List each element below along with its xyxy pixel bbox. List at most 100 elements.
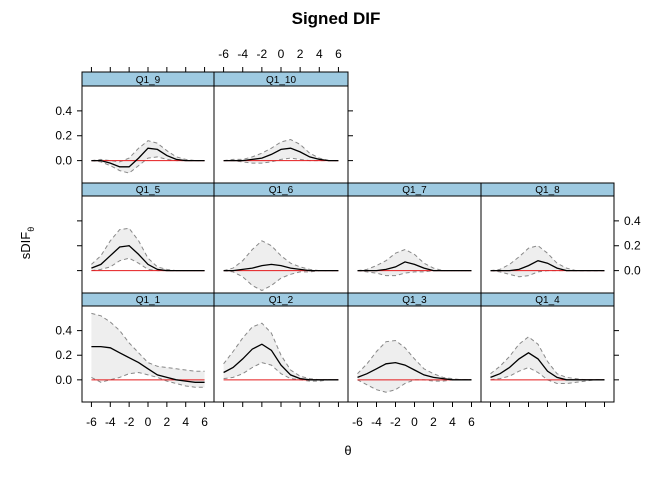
upper-bound-line <box>223 240 339 272</box>
x-tick-label: -2 <box>124 415 135 429</box>
panel-strip-label: Q1_9 <box>136 75 161 86</box>
upper-bound-line <box>91 227 205 272</box>
panel-plot-area <box>223 240 339 292</box>
confidence-band <box>490 336 605 384</box>
x-tick-label: 6 <box>468 415 475 429</box>
y-axis-label-subscript: θ <box>26 227 36 232</box>
panel-plot-area <box>357 248 472 277</box>
y-tick-label: 0.4 <box>624 214 641 228</box>
panel-strip-label: Q1_7 <box>402 185 427 196</box>
y-tick-label: 0.2 <box>55 129 72 143</box>
panel-strip-label: Q1_1 <box>136 295 161 306</box>
lower-bound-line <box>91 156 205 174</box>
chart-title: Signed DIF <box>292 9 381 28</box>
sdif-curve <box>91 245 205 272</box>
x-tick-label: 2 <box>430 415 437 429</box>
lower-bound-line <box>91 371 205 388</box>
panel-q1-9: Q1_9 <box>81 71 215 184</box>
panel-q1-3: Q1_3 <box>347 292 482 403</box>
x-tick-label: 4 <box>316 47 323 61</box>
sdif-curve <box>357 361 472 381</box>
panel-q1-10: Q1_10 <box>213 71 349 184</box>
sdif-curve <box>223 147 339 162</box>
confidence-band <box>223 323 339 382</box>
x-tick-label: -6 <box>352 415 363 429</box>
panel-plot-area <box>490 336 605 384</box>
panel-plot-area <box>91 227 205 272</box>
panel-border <box>347 195 482 294</box>
panel-q1-2: Q1_2 <box>213 292 349 403</box>
panel-plot-area <box>490 245 605 278</box>
panel-q1-1: Q1_1 <box>81 292 215 403</box>
y-tick-label: 0.0 <box>624 264 641 278</box>
panel-q1-6: Q1_6 <box>213 182 349 294</box>
x-tick-label: -2 <box>390 415 401 429</box>
x-tick-label: 6 <box>335 47 342 61</box>
sdif-curve <box>490 352 605 381</box>
panel-strip-label: Q1_2 <box>269 295 294 306</box>
upper-bound-line <box>91 140 205 163</box>
y-axis-label-main: sDIF <box>18 232 33 260</box>
sdif-curve <box>223 263 339 272</box>
panel-border <box>347 305 482 403</box>
x-tick-label: 2 <box>164 415 171 429</box>
confidence-band <box>490 245 605 277</box>
lower-bound-line <box>223 157 339 164</box>
x-tick-label: 6 <box>201 415 208 429</box>
sdif-curve <box>357 261 472 272</box>
sdif-curve <box>223 343 339 381</box>
upper-bound-line <box>91 312 205 372</box>
sdif-curve <box>91 147 205 168</box>
x-tick-label: 0 <box>145 415 152 429</box>
y-axis-label: sDIFθ <box>18 227 36 259</box>
panel-border <box>480 195 615 294</box>
x-axis-label: θ <box>344 443 351 458</box>
panel-border <box>81 195 215 294</box>
panel-q1-4: Q1_4 <box>480 292 615 403</box>
panel-border <box>213 85 349 184</box>
x-tick-label: -6 <box>218 47 229 61</box>
x-tick-label: 4 <box>182 415 189 429</box>
x-tick-label: 0 <box>278 47 285 61</box>
confidence-band <box>91 228 205 271</box>
panel-q1-5: Q1_5 <box>81 182 215 294</box>
panel-strip-label: Q1_6 <box>269 185 294 196</box>
upper-bound-line <box>357 339 472 381</box>
panel-plot-area <box>357 339 472 393</box>
panel-border <box>81 85 215 184</box>
panel-grid: Q1_9 Q1_10 Q1_5 Q1_6 Q1_7 Q1_8 Q1_1 Q1_2 Q1_3 Q1_… <box>81 71 615 403</box>
confidence-band <box>357 340 472 393</box>
x-tick-label: -4 <box>105 415 116 429</box>
x-tick-label: -6 <box>86 415 97 429</box>
x-tick-label: -4 <box>371 415 382 429</box>
y-tick-label: 0.0 <box>55 154 72 168</box>
panel-q1-7: Q1_7 <box>347 182 482 294</box>
y-tick-label: 0.4 <box>55 324 72 338</box>
y-tick-label: 0.2 <box>624 239 641 253</box>
x-tick-label: -4 <box>237 47 248 61</box>
panel-q1-8: Q1_8 <box>480 182 615 294</box>
y-tick-label: 0.0 <box>55 373 72 387</box>
panel-strip-label: Q1_3 <box>402 295 427 306</box>
x-tick-label: 2 <box>297 47 304 61</box>
panel-strip-label: Q1_8 <box>535 185 560 196</box>
panel-plot-area <box>91 312 205 388</box>
panel-strip-label: Q1_5 <box>136 185 161 196</box>
sdif-curve <box>490 260 605 272</box>
confidence-band <box>91 313 205 388</box>
panel-border <box>480 305 615 403</box>
panel-plot-area <box>223 322 339 382</box>
confidence-band <box>91 140 205 174</box>
y-tick-label: 0.2 <box>55 348 72 362</box>
lower-bound-line <box>223 362 339 382</box>
panel-strip-label: Q1_4 <box>535 295 560 306</box>
lower-bound-line <box>357 270 472 277</box>
panel-strip-label: Q1_10 <box>266 75 296 86</box>
x-tick-label: 0 <box>411 415 418 429</box>
y-tick-label: 0.4 <box>55 104 72 118</box>
x-tick-label: -2 <box>257 47 268 61</box>
shared-axes: -6 -4 -2 0 2 4 6 -6 -4 -2 0 2 4 6-6 -4 -2 0 2 4 60.00.20.40… <box>55 47 641 429</box>
sdif-curve <box>91 345 205 383</box>
upper-bound-line <box>223 138 339 162</box>
